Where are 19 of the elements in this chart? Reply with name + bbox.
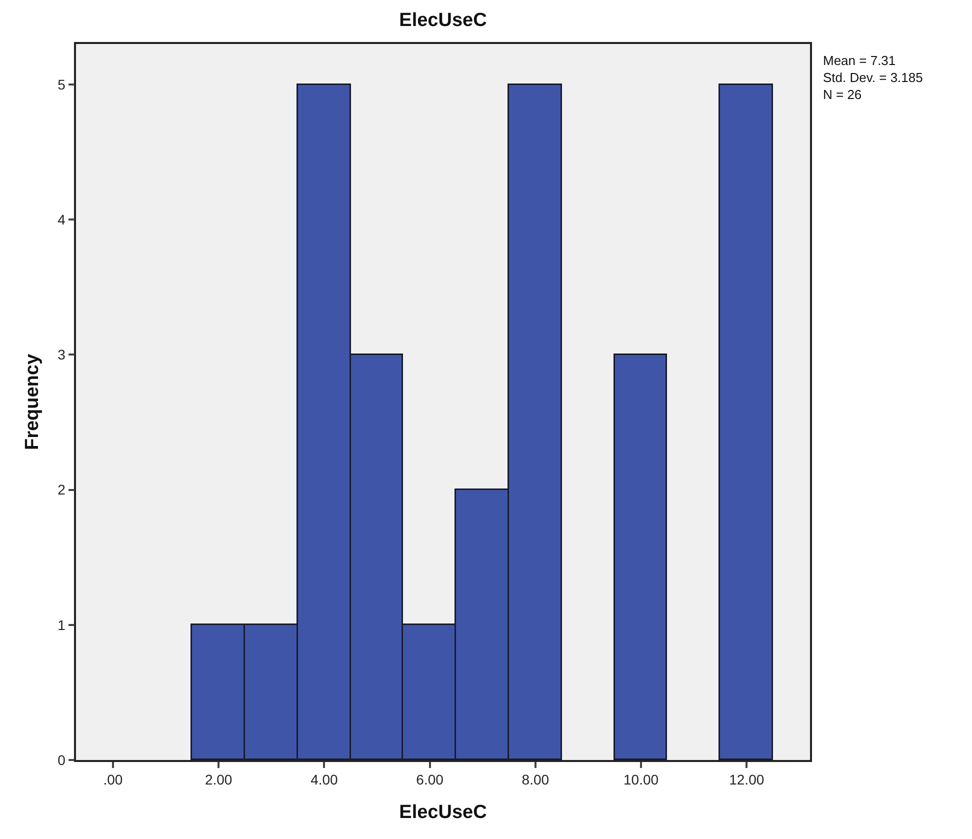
x-tick-label: 10.00 <box>623 772 659 788</box>
y-axis-title: Frequency <box>22 354 44 450</box>
y-tick-label: 5 <box>58 76 66 92</box>
x-tick-label: 12.00 <box>729 772 764 788</box>
y-tick-label: 2 <box>58 482 66 498</box>
x-tick-label: 8.00 <box>522 772 550 788</box>
text: Mean = 7.31 <box>823 53 896 68</box>
x-axis-title: ElecUseC <box>399 802 488 823</box>
x-tick-label: 4.00 <box>310 772 338 788</box>
text: N = 26 <box>823 86 862 102</box>
text: Std. Dev. = 3.185 <box>823 70 923 85</box>
x-tick-label: 2.00 <box>204 772 232 788</box>
y-tick-label: 0 <box>58 752 66 768</box>
y-tick-label: 3 <box>58 346 66 363</box>
y-tick-label: 4 <box>58 212 66 228</box>
y-tick-label: 1 <box>58 616 66 633</box>
chart-title: ElecUseC <box>399 10 488 31</box>
x-tick-label: 6.00 <box>416 772 444 788</box>
x-tick-label: .00 <box>103 772 123 788</box>
